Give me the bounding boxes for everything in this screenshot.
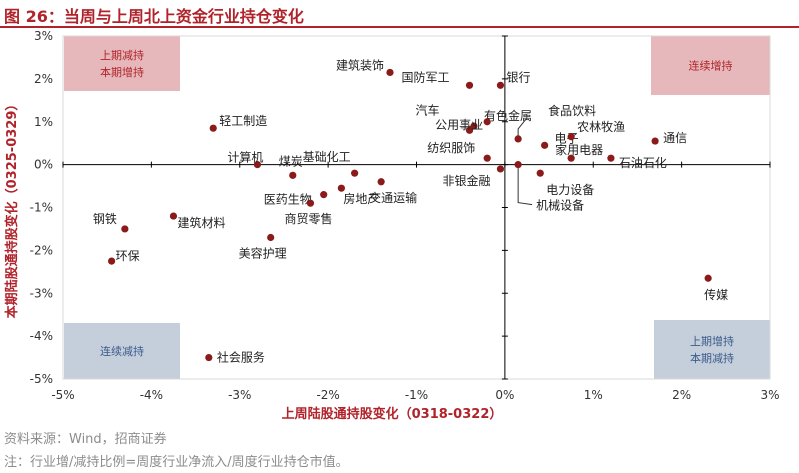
point-label: 交通运输	[369, 190, 417, 205]
x-tick-label: -5%	[51, 388, 74, 402]
quadrant-top-right-box	[651, 36, 770, 95]
point-机械设备	[514, 161, 522, 169]
axes: -5% -4% -3% -2% -1% 0% 1% 2% 3% 3% 2% 1% 0% -1% -2% -3%…	[30, 29, 780, 402]
point-食品饮料	[514, 135, 522, 143]
point-建筑装饰	[386, 68, 394, 77]
point-计算机	[253, 161, 262, 169]
point-轻工制造	[209, 124, 217, 132]
point-有色金属	[470, 122, 478, 130]
point-商贸零售	[306, 199, 315, 207]
y-tick-label: -2%	[30, 243, 53, 257]
point-传媒	[704, 274, 712, 282]
point-label: 国防军工	[402, 69, 450, 84]
leader-line	[517, 164, 533, 206]
quadrant-bottom-left-label: 连续减持	[100, 344, 144, 358]
point-label: 通信	[663, 131, 687, 145]
point-label: 计算机	[227, 150, 263, 165]
point-汽车	[465, 126, 474, 134]
point-label: 农林牧渔	[577, 120, 625, 134]
quadrant-bottom-right-label: 上期增持	[690, 334, 734, 348]
x-tick-label: -1%	[405, 388, 428, 402]
y-tick-label: -4%	[30, 329, 53, 343]
point-房地产	[337, 184, 345, 192]
point-label: 非银金融	[442, 173, 490, 188]
point-纺织服饰	[483, 154, 491, 162]
point-label: 美容护理	[239, 246, 287, 261]
point-label: 建筑装饰	[336, 57, 384, 72]
point-基础化工	[351, 169, 359, 177]
point-label: 公用事业	[435, 118, 483, 132]
point-label: 食品饮料	[548, 103, 596, 118]
point-建筑材料	[169, 212, 178, 220]
x-tick-label: -3%	[228, 388, 251, 402]
y-tick-label: -5%	[30, 372, 53, 386]
quadrant-top-right-label: 连续增持	[689, 59, 733, 73]
point-label: 机械设备	[536, 198, 584, 213]
point-label: 银行	[506, 70, 530, 84]
y-tick-label: -3%	[30, 286, 53, 300]
point-label: 纺织服饰	[427, 141, 475, 155]
source-note: 资料来源：Wind，招商证券	[4, 432, 167, 447]
point-家用电器	[567, 154, 575, 162]
point-label: 石油石化	[619, 156, 667, 170]
point-label: 房地产	[343, 191, 379, 206]
point-label: 社会服务	[217, 350, 265, 365]
chart-title: 图 26：当周与上周北上资金行业持仓变化	[4, 7, 304, 26]
quadrant-top-left-label: 本期增持	[100, 65, 144, 79]
point-社会服务	[205, 353, 213, 362]
quadrant-bottom-right-box	[654, 320, 770, 379]
point-label: 传媒	[704, 287, 728, 302]
point-银行	[496, 81, 505, 89]
point-国防军工	[465, 81, 474, 89]
formula-note: 注：行业增/减持比例=周度行业净流入/周度行业持仓市值。	[4, 455, 349, 470]
point-label: 钢铁	[93, 212, 117, 226]
point-公用事业	[483, 118, 491, 126]
quadrant-top-left-box	[64, 36, 180, 91]
point-电力设备	[536, 169, 544, 177]
x-tick-label: 3%	[760, 388, 779, 402]
point-交通运输	[377, 178, 385, 186]
y-tick-label: -1%	[30, 201, 53, 215]
point-label: 环保	[116, 249, 140, 263]
point-label: 煤炭	[279, 154, 303, 168]
point-通信	[651, 137, 659, 145]
point-label: 家用电器	[555, 142, 603, 157]
point-label: 医药生物	[264, 193, 312, 207]
point-农林牧渔	[567, 133, 575, 141]
x-axis-label: 上周陆股通持股变化（0318-0322）	[282, 406, 503, 422]
point-label: 汽车	[416, 102, 440, 117]
point-label: 建筑材料	[177, 215, 225, 230]
y-tick-label: 2%	[34, 72, 53, 86]
point-label: 商贸零售	[284, 211, 332, 226]
point-美容护理	[267, 233, 275, 242]
x-tick-label: 1%	[584, 388, 603, 402]
point-钢铁	[121, 225, 129, 233]
point-石油石化	[607, 154, 615, 162]
x-tick-label: -2%	[316, 388, 339, 402]
point-label: 有色金属	[484, 108, 532, 123]
point-环保	[108, 257, 116, 265]
quadrant-bottom-left-box	[64, 323, 180, 379]
x-tick-label: 2%	[672, 388, 691, 402]
y-tick-label: 1%	[34, 115, 53, 129]
quadrant-top-left-label: 上期减持	[100, 48, 144, 62]
x-tick-label: 0%	[495, 388, 514, 402]
point-非银金融	[496, 165, 505, 173]
y-tick-label: 0%	[34, 158, 53, 172]
point-煤炭	[289, 171, 297, 179]
plot-frame	[62, 35, 771, 380]
quadrant-bottom-right-label: 本期减持	[690, 351, 734, 365]
point-label: 电力设备	[546, 183, 594, 197]
point-电子	[541, 141, 549, 149]
title-divider	[0, 26, 799, 28]
point-label: 轻工制造	[219, 114, 267, 128]
point-label: 基础化工	[303, 150, 351, 164]
y-axis-label: 本期陆股通持股变化（0325-0329）	[4, 98, 20, 319]
y-tick-label: 3%	[34, 29, 53, 43]
point-医药生物	[320, 191, 328, 199]
x-tick-label: -4%	[140, 388, 163, 402]
